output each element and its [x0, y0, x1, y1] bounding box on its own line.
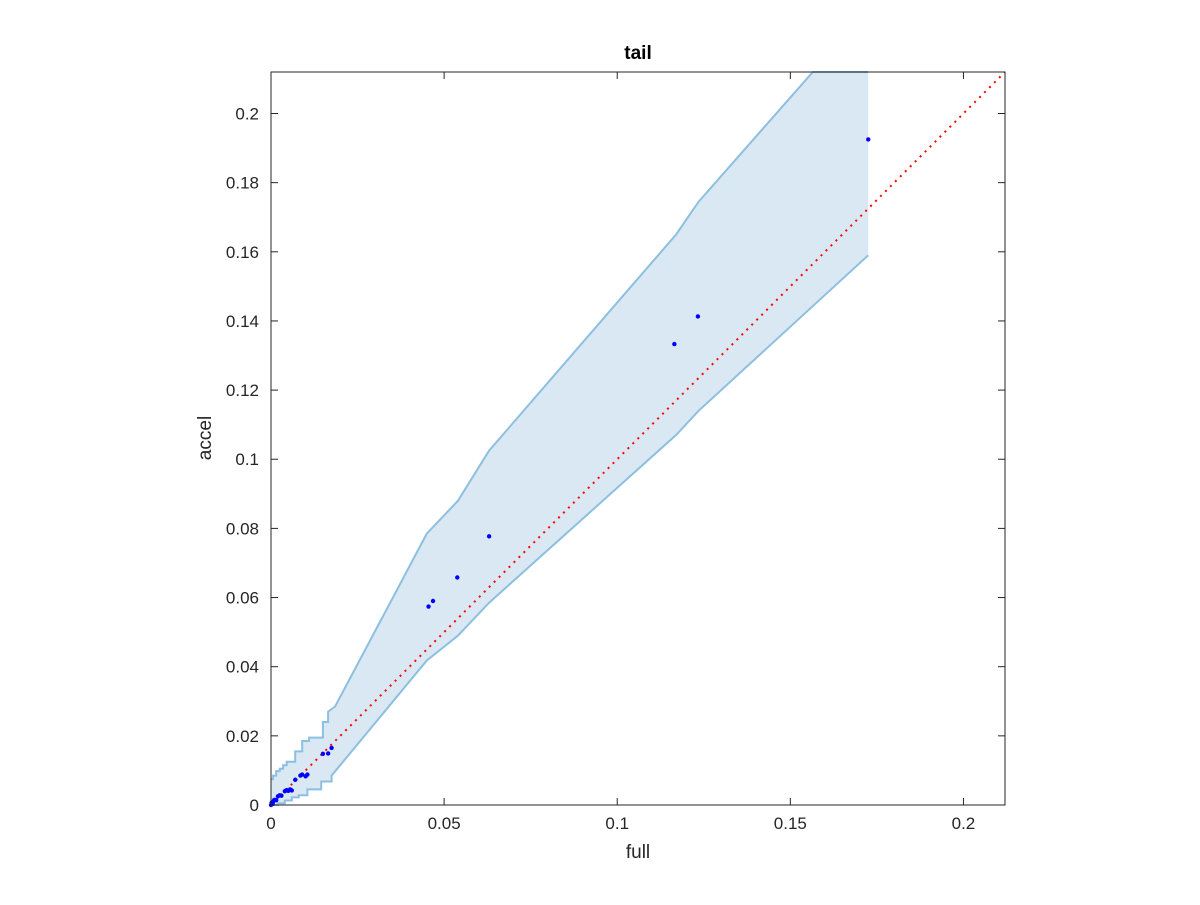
chart-title: tail: [624, 43, 651, 64]
y-tick-label: 0.16: [226, 243, 259, 262]
confidence-band-layer: [271, 71, 869, 806]
data-point: [426, 604, 431, 609]
band-lower-edge: [271, 254, 869, 806]
y-axis-label: accel: [195, 416, 216, 460]
confidence-band-fill: [271, 72, 869, 805]
reference-line-layer: [270, 71, 1006, 806]
y-tick-label: 0.2: [235, 104, 259, 123]
data-point: [430, 598, 436, 604]
x-tick-label: 0: [266, 814, 275, 833]
band-upper-edge: [271, 71, 869, 781]
data-point: [672, 341, 677, 347]
y-tick-label: 0.18: [226, 174, 259, 193]
data-point: [325, 751, 331, 756]
data-point: [455, 575, 460, 580]
data-point: [289, 788, 294, 793]
data-point: [305, 772, 310, 777]
y-tick-label: 0.12: [226, 381, 259, 400]
x-tick-label: 0.2: [952, 814, 976, 833]
data-point: [273, 797, 279, 803]
data-point: [299, 772, 305, 777]
data-point: [866, 137, 871, 142]
y-tick-label: 0: [250, 796, 259, 815]
x-tick-label: 0.15: [774, 814, 807, 833]
reference-line: [270, 71, 1006, 806]
axes-box: [270, 71, 1006, 806]
ticks-layer: 0 0.05 0.1 0.15 0.2 0 0.02 0.04 0.06 0.08 0.1 0.12 0…: [226, 72, 1005, 833]
x-tick-label: 0.1: [605, 814, 629, 833]
y-tick-label: 0.14: [226, 312, 259, 331]
data-point: [486, 534, 492, 539]
y-tick-label: 0.04: [226, 658, 259, 677]
data-point: [293, 777, 298, 782]
data-point: [279, 793, 284, 798]
x-tick-label: 0.05: [428, 814, 461, 833]
data-point: [320, 751, 326, 757]
data-point: [695, 314, 701, 319]
y-tick-label: 0.02: [226, 727, 259, 746]
data-point: [329, 745, 334, 751]
y-tick-label: 0.1: [235, 450, 259, 469]
y-tick-label: 0.08: [226, 519, 259, 538]
x-axis-label: full: [626, 842, 650, 863]
y-tick-label: 0.06: [226, 589, 259, 608]
